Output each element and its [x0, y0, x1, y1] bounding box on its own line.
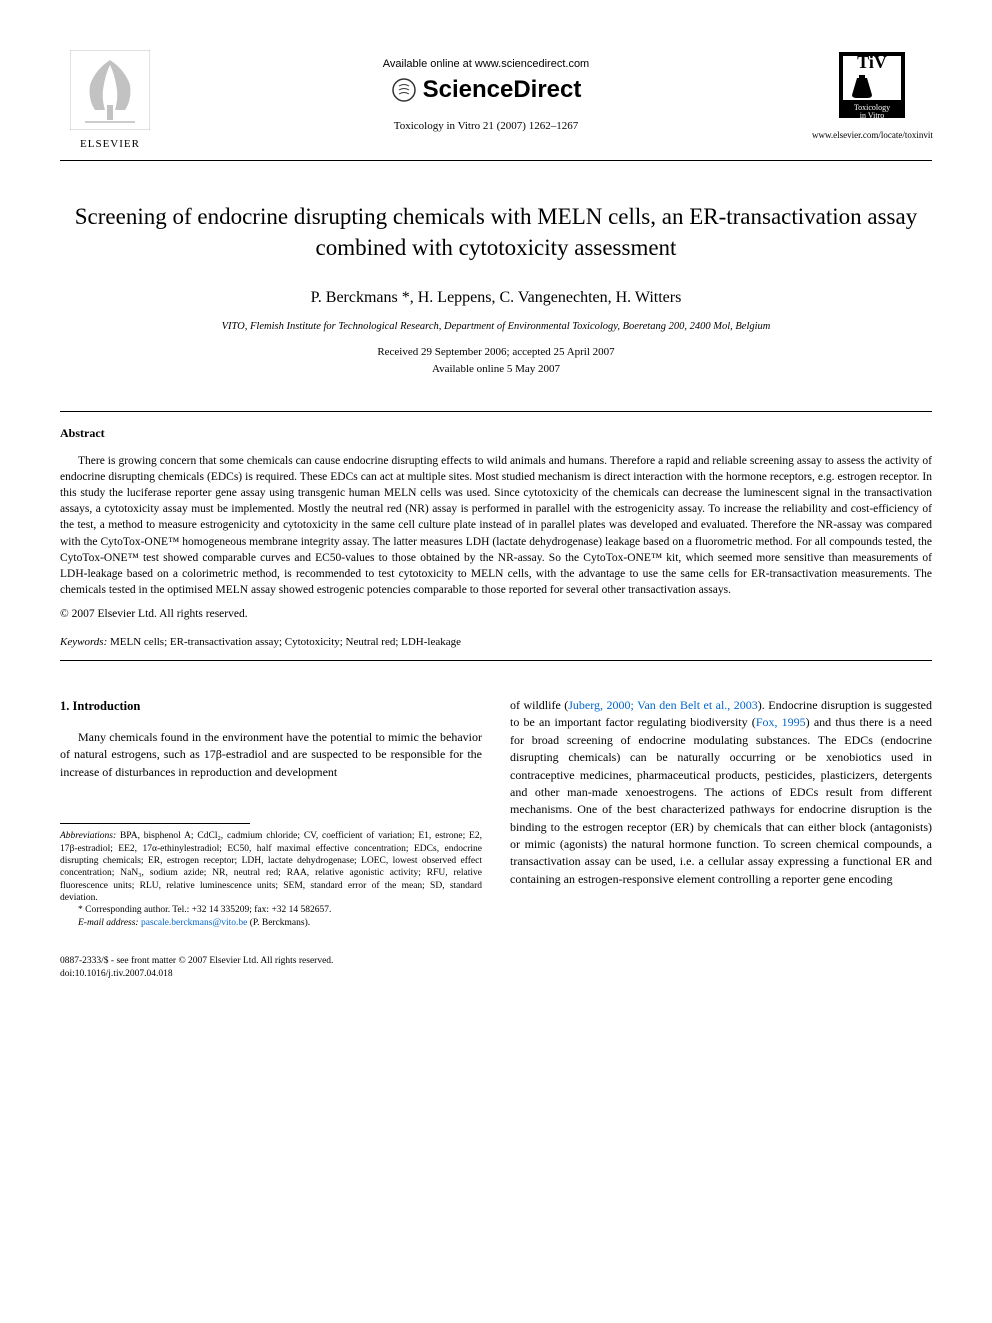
journal-page: ELSEVIER Available online at www.science…: [0, 0, 992, 1031]
sciencedirect-text: ScienceDirect: [423, 76, 582, 104]
journal-reference: Toxicology in Vitro 21 (2007) 1262–1267: [160, 120, 812, 132]
keywords: Keywords: MELN cells; ER-transactivation…: [60, 636, 932, 648]
abstract-heading: Abstract: [60, 426, 932, 441]
email-link[interactable]: pascale.berckmans@vito.be: [141, 918, 247, 928]
text-fragment: of wildlife (: [510, 698, 568, 712]
page-header: ELSEVIER Available online at www.science…: [60, 50, 932, 161]
abstract-text: There is growing concern that some chemi…: [60, 453, 932, 598]
corr-text: Corresponding author. Tel.: +32 14 33520…: [85, 905, 331, 915]
abbrev-label: Abbreviations:: [60, 831, 116, 841]
article-dates: Received 29 September 2006; accepted 25 …: [60, 344, 932, 377]
email-footnote: E-mail address: pascale.berckmans@vito.b…: [60, 917, 482, 929]
header-center: Available online at www.sciencedirect.co…: [160, 50, 812, 132]
affiliation: VITO, Flemish Institute for Technologica…: [60, 321, 932, 332]
intro-heading: 1. Introduction: [60, 697, 482, 715]
svg-text:TiV: TiV: [857, 52, 887, 72]
keywords-label: Keywords:: [60, 636, 107, 648]
right-column: of wildlife (Juberg, 2000; Van den Belt …: [510, 697, 932, 929]
sciencedirect-logo: ScienceDirect: [160, 76, 812, 104]
left-column: 1. Introduction Many chemicals found in …: [60, 697, 482, 929]
svg-text:in Vitro: in Vitro: [860, 111, 884, 120]
article-title: Screening of endocrine disrupting chemic…: [60, 201, 932, 263]
doi-line: doi:10.1016/j.tiv.2007.04.018: [60, 968, 932, 981]
divider: [60, 660, 932, 661]
citation-link[interactable]: Fox, 1995: [756, 715, 806, 729]
available-date: Available online 5 May 2007: [60, 361, 932, 378]
intro-para-continued: of wildlife (Juberg, 2000; Van den Belt …: [510, 697, 932, 888]
received-date: Received 29 September 2006; accepted 25 …: [60, 344, 932, 361]
email-suffix: (P. Berckmans).: [247, 918, 310, 928]
journal-logo-block: TiV Toxicology in Vitro www.elsevier.com…: [812, 50, 932, 140]
abstract-copyright: © 2007 Elsevier Ltd. All rights reserved…: [60, 608, 932, 620]
abbrev-text: BPA, bisphenol A; CdCl₂, cadmium chlorid…: [60, 831, 482, 903]
toxicology-in-vitro-icon: TiV Toxicology in Vitro: [837, 50, 907, 120]
journal-url: www.elsevier.com/locate/toxinvit: [812, 130, 932, 140]
elsevier-tree-icon: [70, 50, 150, 130]
elsevier-block: ELSEVIER: [60, 50, 160, 150]
issn-line: 0887-2333/$ - see front matter © 2007 El…: [60, 955, 932, 968]
available-online-text: Available online at www.sciencedirect.co…: [160, 58, 812, 70]
author-list: P. Berckmans *, H. Leppens, C. Vangenech…: [60, 289, 932, 307]
text-fragment: ) and thus there is a need for broad scr…: [510, 715, 932, 886]
abbreviations-footnote: Abbreviations: BPA, bisphenol A; CdCl₂, …: [60, 830, 482, 904]
bottom-info: 0887-2333/$ - see front matter © 2007 El…: [60, 955, 932, 981]
intro-para-1: Many chemicals found in the environment …: [60, 729, 482, 781]
footnote-separator: [60, 823, 250, 824]
keywords-text: MELN cells; ER-transactivation assay; Cy…: [107, 636, 461, 648]
divider: [60, 411, 932, 412]
body-columns: 1. Introduction Many chemicals found in …: [60, 697, 932, 929]
corresponding-author-footnote: * Corresponding author. Tel.: +32 14 335…: [60, 904, 482, 916]
email-label: E-mail address:: [78, 918, 139, 928]
sciencedirect-icon: [391, 77, 417, 103]
elsevier-label: ELSEVIER: [60, 138, 160, 150]
citation-link[interactable]: Juberg, 2000; Van den Belt et al., 2003: [568, 698, 758, 712]
